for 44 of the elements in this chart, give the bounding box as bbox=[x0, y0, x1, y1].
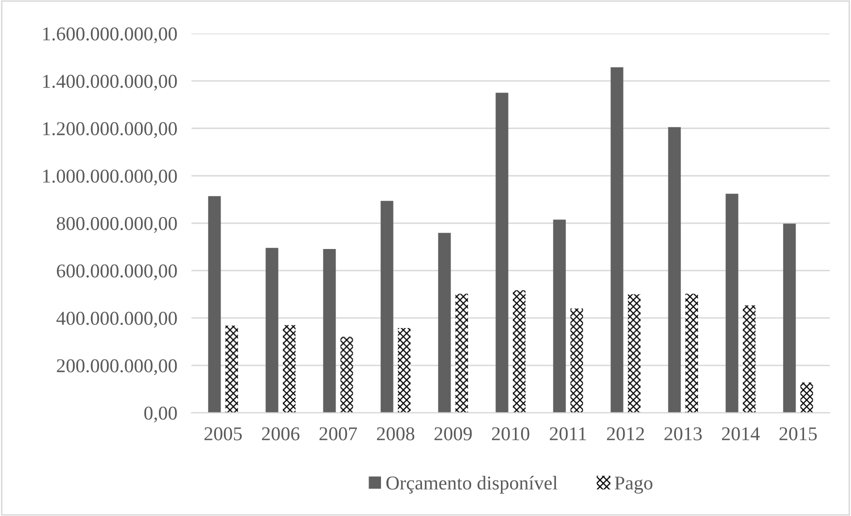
x-tick-label: 2014 bbox=[722, 427, 760, 440]
bar bbox=[668, 127, 681, 413]
y-tick-label: 400.000.000,00 bbox=[56, 312, 177, 328]
y-tick-label: 1.200.000.000,00 bbox=[43, 122, 177, 138]
bar bbox=[380, 200, 394, 413]
x-tick-label: 2013 bbox=[664, 427, 702, 440]
y-tick-label: 1.400.000.000,00 bbox=[43, 74, 177, 91]
x-tick-label: 2006 bbox=[262, 427, 300, 440]
bar bbox=[282, 325, 296, 413]
x-tick-label: 2015 bbox=[780, 427, 817, 440]
x-tick-label: 2012 bbox=[607, 427, 644, 440]
bar bbox=[783, 224, 796, 413]
legend-label: Pago bbox=[614, 476, 652, 494]
y-tick-label: 1.000.000.000,00 bbox=[43, 170, 177, 186]
legend-label: Orçamento disponível bbox=[386, 476, 558, 494]
bar bbox=[685, 294, 698, 413]
bar bbox=[438, 232, 451, 413]
bar bbox=[553, 220, 566, 413]
bar bbox=[800, 382, 814, 413]
bar bbox=[340, 336, 354, 413]
bar bbox=[398, 328, 411, 413]
bar bbox=[455, 294, 468, 413]
x-tick-label: 2008 bbox=[377, 427, 414, 440]
bar bbox=[225, 326, 238, 413]
bar bbox=[208, 196, 221, 413]
x-tick-label: 2009 bbox=[434, 427, 472, 440]
y-tick-label: 800.000.000,00 bbox=[56, 216, 177, 233]
x-tick-label: 2011 bbox=[550, 427, 586, 440]
bar bbox=[496, 92, 508, 413]
x-tick-label: 2010 bbox=[492, 427, 530, 440]
bar bbox=[628, 294, 641, 413]
y-tick-label: 1.600.000.000,00 bbox=[43, 27, 177, 44]
bar bbox=[266, 248, 278, 413]
y-tick-label: 600.000.000,00 bbox=[56, 264, 177, 280]
y-tick-label: 0,00 bbox=[144, 406, 177, 423]
y-tick-label: 200.000.000,00 bbox=[56, 359, 177, 376]
bar bbox=[323, 249, 336, 413]
x-tick-label: 2005 bbox=[204, 427, 242, 440]
x-tick-label: 2007 bbox=[320, 427, 357, 440]
bar bbox=[726, 194, 738, 413]
bar bbox=[512, 290, 526, 413]
bar bbox=[570, 308, 584, 413]
bar bbox=[610, 67, 624, 413]
bar bbox=[742, 305, 756, 413]
